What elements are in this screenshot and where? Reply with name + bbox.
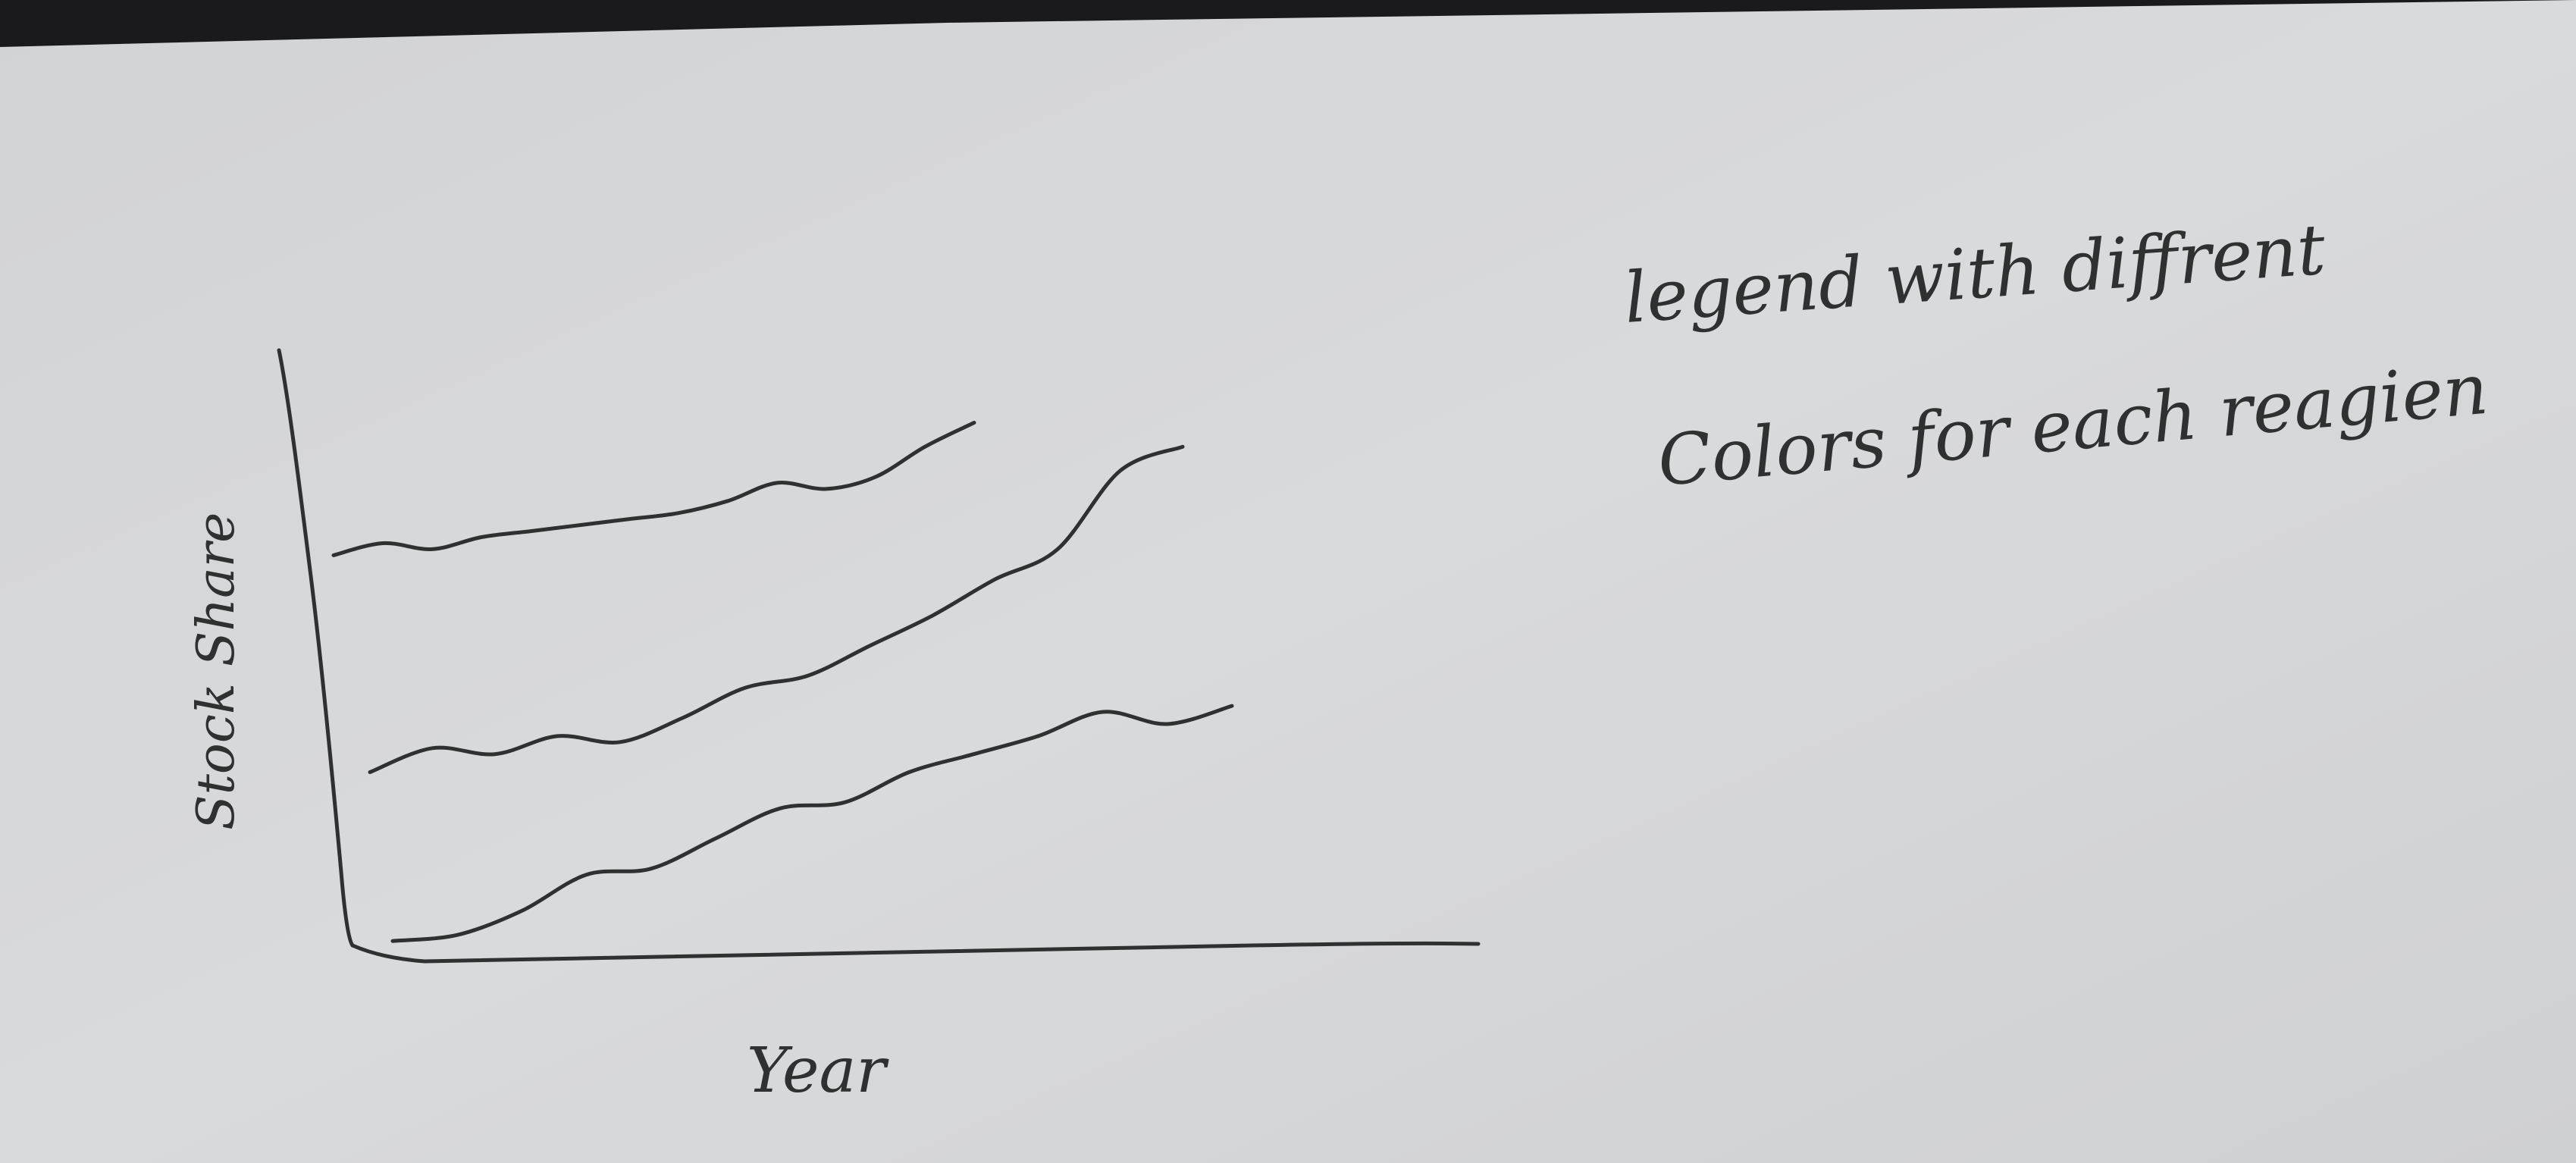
chart-series bbox=[331, 421, 1234, 943]
y-axis-label: Stock Share bbox=[186, 513, 246, 830]
series-line-1 bbox=[331, 421, 976, 557]
x-axis-label: Year bbox=[747, 1035, 889, 1107]
series-line-3 bbox=[390, 704, 1234, 943]
series-line-2 bbox=[368, 444, 1185, 774]
x-axis-line bbox=[350, 941, 1481, 964]
chart-axes bbox=[277, 348, 1481, 964]
y-axis-line bbox=[277, 348, 355, 948]
